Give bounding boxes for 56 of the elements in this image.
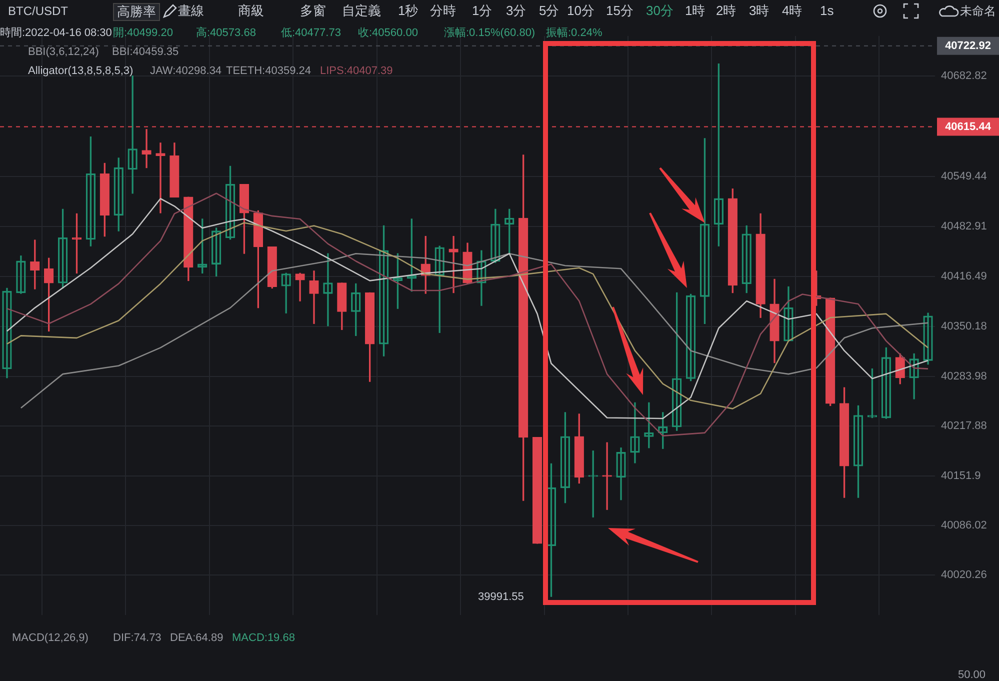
text: 3分 (506, 3, 526, 18)
text: 1s (820, 3, 834, 18)
annotation: 高:40573.68 (196, 26, 256, 40)
y-tick-label: 40482.91 (941, 220, 987, 233)
y-tick-label: 40086.02 (941, 519, 987, 532)
text: 高勝率 (113, 3, 160, 21)
ref-line-label: 40722.92 (945, 40, 991, 52)
y-tick-label: 40020.26 (941, 568, 987, 581)
text: DEA:64.89 (170, 631, 224, 645)
annotation: 開:40499.20 (113, 26, 173, 40)
text: 分時 (430, 3, 456, 18)
y-tick-label: 40416.49 (941, 270, 987, 283)
text: 多窗 (300, 3, 326, 18)
text: 商級 (238, 3, 264, 18)
text: 畫線 (178, 3, 204, 18)
y-tick-label: 40682.82 (941, 70, 987, 82)
annotation: 時間:2022-04-16 08:30 (0, 26, 112, 40)
annotation: BBI(3,6,12,24) (28, 45, 99, 59)
y-tick-label: 40217.88 (941, 420, 987, 432)
candlestick (602, 442, 612, 510)
text: 自定義 (342, 3, 381, 18)
candlestick (448, 236, 458, 294)
annotation: 39991.55 (478, 590, 524, 604)
y-tick-label: 40151.9 (941, 470, 981, 482)
text: 15分 (606, 3, 634, 18)
text: MACD(12,26,9) (12, 631, 88, 645)
text: 50.00 (958, 668, 986, 681)
ref-line-label: 40615.44 (945, 120, 992, 133)
text: 1分 (472, 3, 492, 18)
text: 4時 (782, 3, 802, 18)
annotation: Alligator(13,8,5,8,5,3) (28, 64, 134, 78)
text: 2時 (716, 3, 736, 18)
y-tick-label: 40549.44 (941, 170, 987, 182)
text: 1時 (685, 3, 706, 18)
annotation: TEETH:40359.24 (226, 64, 311, 78)
candlestick (156, 142, 166, 214)
text: MACD:19.68 (232, 631, 295, 645)
y-tick-label: 40350.18 (941, 320, 987, 333)
annotation: 收:40560.00 (358, 26, 418, 40)
text: DIF:74.73 (113, 631, 162, 645)
annotation: JAW:40298.34 (150, 64, 222, 78)
text: 10分 (567, 3, 594, 18)
text: 1秒 (398, 3, 418, 18)
annotation: 低:40477.73 (281, 26, 341, 40)
text: 未命名 (960, 4, 996, 18)
annotation: 振幅:0.24% (546, 26, 602, 40)
text: 5分 (539, 3, 560, 18)
annotation: 漲幅:0.15%(60.80) (444, 26, 536, 40)
candlestick (295, 272, 305, 302)
annotation: BBI:40459.35 (112, 45, 179, 59)
candlestick (309, 270, 319, 324)
y-tick-label: 40283.98 (941, 370, 987, 382)
text: 3時 (749, 3, 770, 18)
text: 30分 (646, 3, 674, 18)
annotation: LIPS:40407.39 (320, 64, 393, 78)
chart-title: BTC/USDT (8, 4, 68, 18)
